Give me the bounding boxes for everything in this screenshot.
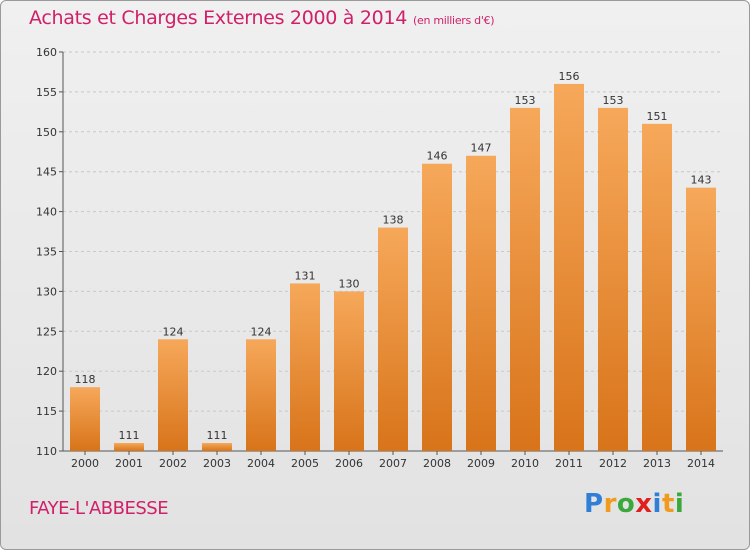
chart-title: Achats et Charges Externes 2000 à 2014 (e…	[29, 7, 495, 29]
bar	[642, 123, 672, 451]
bar	[554, 83, 584, 452]
x-tick-label: 2014	[687, 457, 715, 470]
y-tick-label: 155	[36, 86, 57, 99]
bar	[378, 227, 408, 451]
x-tick-label: 2002	[159, 457, 187, 470]
data-label: 153	[603, 94, 624, 107]
x-tick-label: 2011	[555, 457, 583, 470]
bar	[158, 339, 188, 451]
bar	[598, 107, 628, 452]
y-tick-label: 135	[36, 246, 57, 259]
y-tick-label: 115	[36, 405, 57, 418]
data-label: 156	[559, 70, 580, 83]
bar	[422, 163, 452, 451]
chart-title-text: Achats et Charges Externes 2000 à 2014	[29, 7, 408, 29]
commune-name: FAYE-L'ABBESSE	[29, 498, 169, 519]
y-tick-label: 125	[36, 325, 57, 338]
x-tick-label: 2009	[467, 457, 495, 470]
data-label: 131	[295, 269, 316, 282]
data-label: 111	[207, 429, 228, 442]
data-label: 153	[515, 94, 536, 107]
logo-letter: i	[674, 489, 685, 519]
y-tick-label: 140	[36, 206, 57, 219]
y-tick-label: 110	[36, 445, 57, 458]
data-label: 118	[75, 373, 96, 386]
y-tick-label: 120	[36, 365, 57, 378]
data-label: 151	[647, 110, 668, 123]
data-label: 124	[251, 325, 272, 338]
bar	[246, 339, 276, 451]
chart-subtitle: (en milliers d'€)	[413, 14, 495, 27]
x-tick-label: 2010	[511, 457, 539, 470]
bar	[466, 155, 496, 452]
y-tick-label: 150	[36, 126, 57, 139]
bar	[70, 387, 100, 451]
bar	[114, 443, 144, 451]
data-label: 111	[119, 429, 140, 442]
proxiti-logo: Proxiti	[584, 489, 684, 519]
y-tick-label: 130	[36, 285, 57, 298]
x-tick-label: 2007	[379, 457, 407, 470]
x-tick-label: 2000	[71, 457, 99, 470]
x-tick-label: 2005	[291, 457, 319, 470]
data-label: 146	[427, 150, 448, 163]
x-tick-label: 2001	[115, 457, 143, 470]
x-tick-label: 2008	[423, 457, 451, 470]
y-tick-label: 160	[36, 46, 57, 59]
data-label: 130	[339, 277, 360, 290]
bar	[686, 187, 716, 451]
logo-letter: t	[661, 489, 675, 519]
logo-letter: r	[603, 489, 617, 519]
bar	[334, 291, 364, 451]
data-label: 143	[691, 174, 712, 187]
logo-letter: o	[616, 489, 636, 519]
logo-letter: x	[635, 489, 653, 519]
y-tick-label: 145	[36, 166, 57, 179]
x-tick-label: 2006	[335, 457, 363, 470]
bar	[510, 107, 540, 452]
data-label: 147	[471, 142, 492, 155]
logo-letter: i	[652, 489, 662, 519]
x-tick-label: 2003	[203, 457, 231, 470]
data-label: 124	[163, 325, 184, 338]
bar	[290, 283, 320, 451]
x-tick-label: 2013	[643, 457, 671, 470]
x-tick-label: 2004	[247, 457, 275, 470]
logo-letter: P	[584, 489, 604, 519]
x-tick-label: 2012	[599, 457, 627, 470]
data-label: 138	[383, 214, 404, 227]
bar	[202, 443, 232, 451]
